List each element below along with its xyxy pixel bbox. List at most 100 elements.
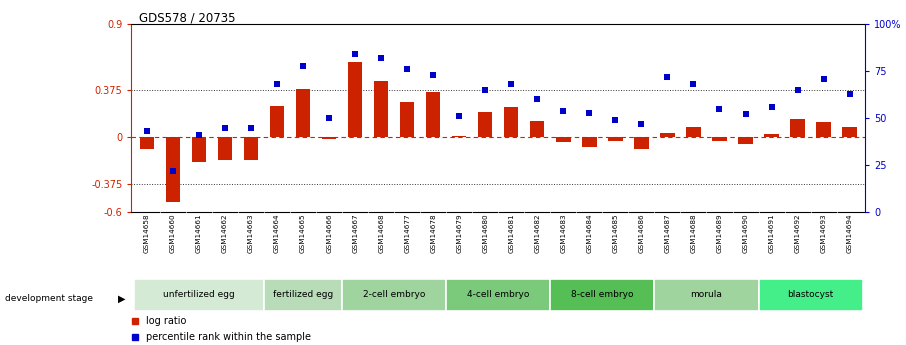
Bar (342, 279, 447, 311)
Text: log ratio: log ratio (146, 316, 187, 326)
Point (608, 117, 622, 123)
Text: GSM14661: GSM14661 (196, 214, 202, 253)
Text: 4-cell embryo: 4-cell embryo (467, 290, 529, 299)
Bar (738, 137, 753, 145)
Point (452, 114, 467, 119)
Text: GSM14679: GSM14679 (457, 214, 462, 253)
Point (504, 81, 518, 87)
Point (244, 125, 258, 130)
Text: GSM14660: GSM14660 (170, 214, 176, 253)
Text: GSM14688: GSM14688 (690, 214, 697, 253)
Text: GSM14667: GSM14667 (352, 214, 358, 253)
Bar (192, 137, 207, 162)
Point (634, 121, 649, 127)
Bar (166, 137, 180, 202)
Bar (758, 279, 863, 311)
Text: percentile rank within the sample: percentile rank within the sample (146, 332, 311, 342)
Text: GSM14691: GSM14691 (768, 214, 775, 253)
Text: fertilized egg: fertilized egg (273, 290, 333, 299)
Bar (712, 137, 727, 141)
Bar (654, 279, 758, 311)
Point (712, 106, 727, 111)
Bar (608, 137, 622, 141)
Point (530, 97, 545, 102)
Bar (687, 127, 700, 137)
Text: GSM14663: GSM14663 (248, 214, 254, 253)
Text: GSM14680: GSM14680 (482, 214, 488, 253)
Text: GSM14666: GSM14666 (326, 214, 333, 253)
Bar (218, 137, 232, 159)
Bar (634, 137, 649, 149)
Text: GSM14683: GSM14683 (560, 214, 566, 253)
Point (217, 125, 232, 130)
Point (426, 72, 440, 78)
Text: GSM14689: GSM14689 (717, 214, 722, 253)
Point (322, 115, 336, 121)
Point (140, 129, 154, 134)
Bar (400, 102, 414, 137)
Text: GSM14685: GSM14685 (612, 214, 619, 253)
Point (790, 87, 805, 93)
Bar (134, 279, 264, 311)
Text: morula: morula (690, 290, 722, 299)
Text: blastocyst: blastocyst (787, 290, 834, 299)
Text: unfertilized egg: unfertilized egg (163, 290, 235, 299)
Point (843, 91, 857, 97)
Bar (296, 89, 310, 137)
Bar (790, 119, 805, 137)
Text: 8-cell embryo: 8-cell embryo (571, 290, 633, 299)
Text: development stage: development stage (5, 294, 92, 303)
Point (374, 55, 389, 61)
Point (660, 74, 675, 80)
Text: GSM14664: GSM14664 (275, 214, 280, 253)
Bar (322, 137, 336, 139)
Text: GSM14677: GSM14677 (404, 214, 410, 253)
Bar (478, 112, 493, 137)
Point (348, 51, 362, 57)
Bar (426, 92, 440, 137)
Point (166, 168, 180, 174)
Bar (660, 133, 675, 137)
Text: GDS578 / 20735: GDS578 / 20735 (139, 11, 236, 24)
Bar (765, 135, 778, 137)
Point (556, 108, 571, 114)
Point (478, 87, 493, 93)
Point (686, 81, 700, 87)
Text: GSM14684: GSM14684 (586, 214, 593, 253)
Text: ▶: ▶ (118, 294, 125, 303)
Text: GSM14693: GSM14693 (821, 214, 826, 253)
Bar (816, 122, 831, 137)
Bar (447, 279, 550, 311)
Point (816, 76, 831, 81)
Point (765, 104, 779, 110)
Text: GSM14662: GSM14662 (222, 214, 228, 253)
Text: GSM14690: GSM14690 (743, 214, 748, 253)
Text: GSM14658: GSM14658 (144, 214, 150, 253)
Point (583, 110, 597, 115)
Point (296, 63, 311, 68)
Bar (504, 107, 518, 137)
Text: 2-cell embryo: 2-cell embryo (363, 290, 426, 299)
Bar (374, 80, 389, 137)
Bar (140, 137, 154, 149)
Text: GSM14687: GSM14687 (664, 214, 670, 253)
Point (738, 112, 753, 117)
Text: GSM14686: GSM14686 (639, 214, 644, 253)
Bar (530, 121, 545, 137)
Bar (550, 279, 654, 311)
Bar (452, 136, 467, 137)
Point (192, 132, 207, 138)
Text: GSM14682: GSM14682 (535, 214, 540, 253)
Bar (556, 137, 571, 142)
Text: GSM14692: GSM14692 (795, 214, 801, 253)
Bar (583, 137, 596, 147)
Text: GSM14681: GSM14681 (508, 214, 515, 253)
Text: GSM14665: GSM14665 (300, 214, 306, 253)
Text: GSM14678: GSM14678 (430, 214, 437, 253)
Point (400, 67, 414, 72)
Bar (348, 62, 362, 137)
Bar (244, 137, 258, 159)
Point (270, 81, 284, 87)
Bar (270, 106, 284, 137)
Text: GSM14694: GSM14694 (846, 214, 853, 253)
